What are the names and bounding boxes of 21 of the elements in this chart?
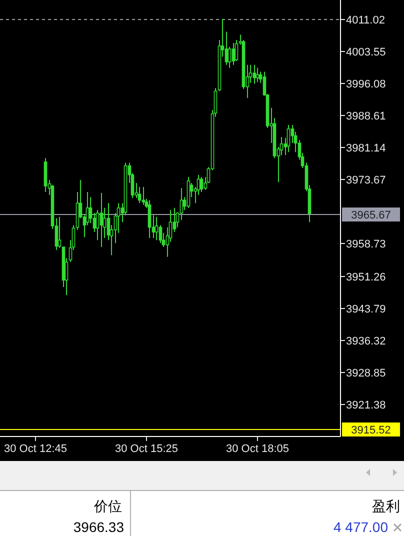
y-tick-label: 3988.61 <box>346 110 386 122</box>
x-tick-label: 30 Oct 18:05 <box>226 443 289 455</box>
y-tick-label: 4011.02 <box>346 14 385 26</box>
y-tick-label: 3996.08 <box>346 78 386 90</box>
x-tick-label: 30 Oct 15:25 <box>115 443 178 455</box>
y-tick-label: 3928.85 <box>346 368 386 380</box>
y-tick-label: 3958.73 <box>346 238 386 250</box>
x-tick-label: 30 Oct 12:45 <box>4 443 67 455</box>
ref-line-label: 3965.67 <box>351 210 391 222</box>
y-tick-label: 3951.26 <box>346 272 386 284</box>
y-tick-label: 3981.14 <box>346 142 386 154</box>
y-tick-label: 3943.79 <box>346 304 386 316</box>
text: 价位 <box>93 498 122 514</box>
y-tick-label: 3921.38 <box>346 400 386 412</box>
text: 3966.33 <box>73 519 124 535</box>
text: 4 477.00 <box>334 519 388 535</box>
text: 盈利 <box>372 498 400 514</box>
y-tick-label: 3936.32 <box>346 336 386 348</box>
y-tick-label: 3973.67 <box>346 174 386 186</box>
ref-line-label: 3915.52 <box>351 424 391 436</box>
y-tick-label: 4003.55 <box>346 46 386 58</box>
